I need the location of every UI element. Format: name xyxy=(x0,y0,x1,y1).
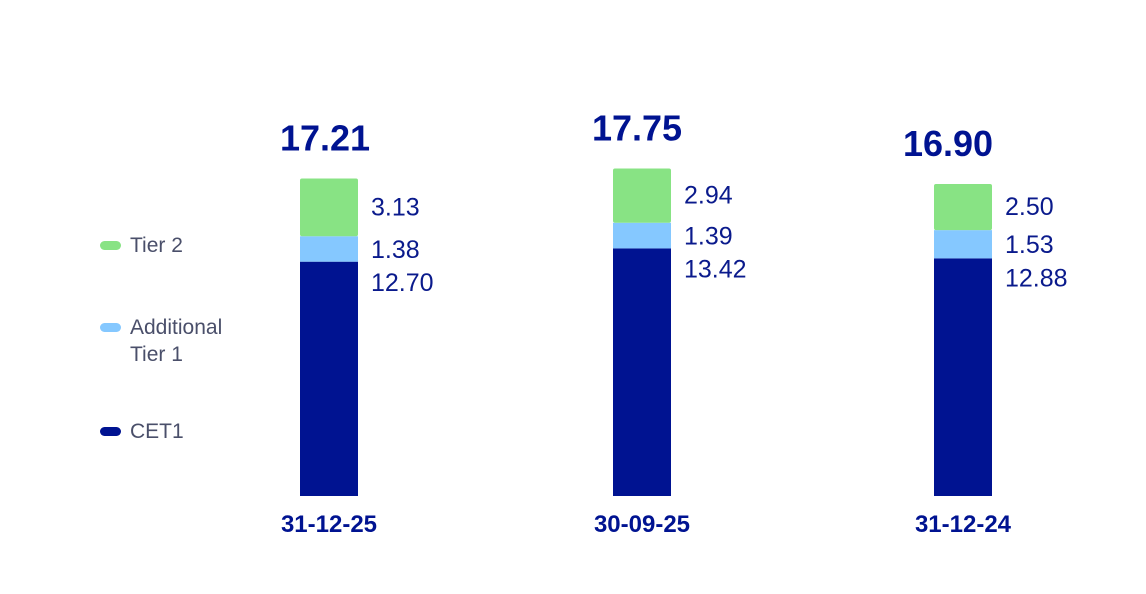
total-label-1: 17.75 xyxy=(592,108,682,149)
data-label-cet1-2: 12.88 xyxy=(1005,264,1068,292)
data-label-additional-tier1-2: 1.53 xyxy=(1005,231,1054,259)
legend-label-additional-tier1-line1: Additional xyxy=(130,316,223,339)
data-label-tier2-2: 2.50 xyxy=(1005,193,1054,221)
data-label-additional-tier1-0: 1.38 xyxy=(371,236,420,264)
bar-segment-cet1-2 xyxy=(934,258,992,496)
data-label-tier2-1: 2.94 xyxy=(684,182,733,210)
data-label-cet1-1: 13.42 xyxy=(684,256,747,284)
bar-segment-additional-tier-1-2 xyxy=(934,230,992,259)
legend-swatch-cet1 xyxy=(100,427,121,436)
legend-label-additional-tier1: Additional Tier 1 xyxy=(130,314,270,368)
legend-label-cet1: CET1 xyxy=(130,420,184,443)
bar-segment-cet1-0 xyxy=(300,261,358,496)
bar-segment-additional-tier-1-0 xyxy=(300,236,358,262)
legend-label-additional-tier1-line2: Tier 1 xyxy=(130,343,183,366)
data-label-tier2-0: 3.13 xyxy=(371,193,420,221)
bar-segment-tier-2-0 xyxy=(300,178,358,237)
bar-segment-cet1-1 xyxy=(613,248,671,496)
bar-segment-additional-tier-1-1 xyxy=(613,222,671,249)
legend-item-tier2: Tier 2 xyxy=(100,232,270,259)
legend-item-cet1: CET1 xyxy=(100,418,270,445)
bar-segment-tier-2-1 xyxy=(613,168,671,223)
legend-label-tier2: Tier 2 xyxy=(130,234,183,257)
category-label-1: 30-09-25 xyxy=(594,511,690,538)
total-label-2: 16.90 xyxy=(903,123,993,164)
legend-swatch-tier2 xyxy=(100,241,121,250)
bar-segment-tier-2-2 xyxy=(934,184,992,231)
total-label-0: 17.21 xyxy=(280,117,370,158)
data-label-additional-tier1-1: 1.39 xyxy=(684,223,733,251)
category-label-0: 31-12-25 xyxy=(281,511,377,538)
legend-swatch-additional-tier1 xyxy=(100,323,121,332)
legend-item-additional-tier1: Additional Tier 1 xyxy=(100,314,270,368)
category-label-2: 31-12-24 xyxy=(915,511,1012,538)
data-label-cet1-0: 12.70 xyxy=(371,269,434,297)
